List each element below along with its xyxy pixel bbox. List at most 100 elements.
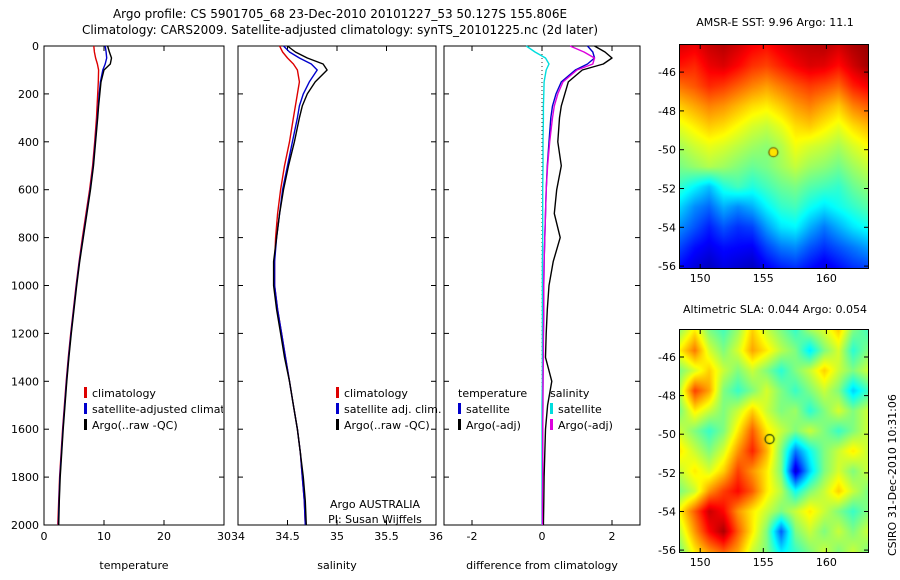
legend-item-argo: Argo(..raw -QC) — [336, 418, 441, 434]
svg-text:1200: 1200 — [11, 327, 39, 340]
sst-map-canvas — [680, 45, 868, 268]
difference_profile-series — [541, 45, 596, 525]
legend-item-satellite-adjusted: satellite-adjusted climatology — [84, 402, 223, 418]
salinity-axis-label: salinity — [317, 559, 357, 572]
climatology-line-swatch — [84, 387, 87, 398]
svg-text:-50: -50 — [658, 428, 676, 441]
temperature_profile-series — [57, 45, 100, 526]
difference_profile-series — [525, 45, 550, 525]
svg-text:-50: -50 — [658, 144, 676, 157]
temperature_profile-series — [57, 45, 108, 526]
svg-text:200: 200 — [18, 88, 39, 101]
svg-text:150: 150 — [690, 556, 711, 569]
svg-text:0: 0 — [41, 530, 48, 543]
svg-text:34.5: 34.5 — [275, 530, 300, 543]
difference_profile-series — [542, 45, 613, 526]
legend-item-temp-argo-adj: Argo(-adj) — [458, 418, 527, 434]
sla-map-title: Altimetric SLA: 0.044 Argo: 0.054 — [682, 303, 867, 316]
satellite-adjusted-line-swatch — [336, 403, 339, 414]
csiro-timestamp: CSIRO 31-Dec-2010 10:31:06 — [886, 394, 899, 556]
argo-line-swatch — [336, 419, 339, 430]
figure-title-line2: Climatology: CARS2009. Satellite-adjuste… — [81, 23, 599, 37]
svg-text:160: 160 — [816, 556, 837, 569]
svg-text:20: 20 — [157, 530, 171, 543]
svg-text:2000: 2000 — [11, 519, 39, 532]
svg-text:36: 36 — [429, 530, 443, 543]
svg-text:0: 0 — [539, 530, 546, 543]
svg-text:10: 10 — [97, 530, 111, 543]
svg-text:35.5: 35.5 — [374, 530, 399, 543]
legend-label: Argo(..raw -QC) — [92, 419, 178, 432]
legend-label: satellite — [558, 403, 602, 416]
svg-text:1400: 1400 — [11, 375, 39, 388]
figure-title-line1: Argo profile: CS 5901705_68 23-Dec-2010 … — [112, 7, 568, 21]
legend-label: satellite adj. clim. — [344, 403, 442, 416]
salinity_profile-series — [272, 45, 328, 526]
legend-label: Argo(-adj) — [466, 419, 521, 432]
svg-text:1800: 1800 — [11, 471, 39, 484]
legend-group-title: temperature — [458, 387, 528, 400]
svg-text:160: 160 — [816, 272, 837, 285]
temperature_profile-series — [58, 45, 113, 526]
legend-label: Argo(-adj) — [558, 419, 613, 432]
argo-line-swatch — [84, 419, 87, 430]
svg-text:-2: -2 — [467, 530, 478, 543]
legend-label: satellite-adjusted climatology — [92, 403, 223, 416]
svg-text:34: 34 — [231, 530, 245, 543]
legend-label: climatology — [92, 387, 156, 400]
svg-text:-46: -46 — [658, 351, 676, 364]
svg-text:-48: -48 — [658, 105, 676, 118]
sla-map-canvas — [680, 330, 868, 552]
sst-map-title: AMSR-E SST: 9.96 Argo: 11.1 — [696, 16, 854, 29]
annotation-line-1: Argo AUSTRALIA — [330, 498, 420, 511]
legend-item-satellite-adjusted: satellite adj. clim. — [336, 402, 441, 418]
legend-label: Argo(..raw -QC) — [344, 419, 430, 432]
difference_profile-panel: -2 0 2 — [443, 45, 641, 543]
svg-text:-56: -56 — [658, 260, 676, 273]
legend-group-title: salinity — [550, 387, 590, 400]
svg-text:800: 800 — [18, 232, 39, 245]
temperature-axis-label: temperature — [99, 559, 169, 572]
difference-axis-label: difference from climatology — [466, 559, 618, 572]
svg-text:155: 155 — [753, 556, 774, 569]
legend-item-sal-argo-adj: Argo(-adj) — [550, 418, 613, 434]
svg-text:-54: -54 — [658, 506, 676, 519]
svg-text:155: 155 — [753, 272, 774, 285]
legend-item-sal-satellite: satellite — [550, 402, 613, 418]
svg-text:-54: -54 — [658, 221, 676, 234]
svg-text:2: 2 — [609, 530, 616, 543]
difference-temperature-legend: temperature satellite Argo(-adj) — [458, 386, 527, 434]
difference_profile-series — [541, 45, 596, 525]
legend-item-temp-satellite: satellite — [458, 402, 527, 418]
svg-text:30: 30 — [217, 530, 231, 543]
svg-text:-52: -52 — [658, 183, 676, 196]
satellite-adjusted-line-swatch — [84, 403, 87, 414]
temperature_profile-panel: 0 10 20 30 0 200 400 600 800 1000 1200 1400 1600 1800… — [11, 40, 231, 543]
svg-text:0: 0 — [32, 40, 39, 53]
legend-item-climatology: climatology — [336, 386, 441, 402]
legend-label: satellite — [466, 403, 510, 416]
svg-text:1600: 1600 — [11, 423, 39, 436]
temperature-legend: climatology satellite-adjusted climatolo… — [84, 386, 223, 434]
salinity-legend: climatology satellite adj. clim. Argo(..… — [336, 386, 441, 434]
salinity_profile-series — [273, 45, 306, 526]
difference-salinity-legend: salinity satellite Argo(-adj) — [550, 386, 613, 434]
temp-satellite-line-swatch — [458, 403, 461, 414]
annotation-line-2: PI: Susan Wijffels — [328, 513, 422, 526]
sal-satellite-line-swatch — [550, 403, 553, 414]
climatology-line-swatch — [336, 387, 339, 398]
temp-argo-adj-line-swatch — [458, 419, 461, 430]
svg-text:-48: -48 — [658, 390, 676, 403]
svg-text:600: 600 — [18, 184, 39, 197]
svg-text:-46: -46 — [658, 66, 676, 79]
pi-annotation: Argo AUSTRALIA PI: Susan Wijffels — [300, 497, 450, 527]
svg-text:1000: 1000 — [11, 280, 39, 293]
svg-text:400: 400 — [18, 136, 39, 149]
svg-text:35: 35 — [330, 530, 344, 543]
sal-argo-adj-line-swatch — [550, 419, 553, 430]
legend-item-argo: Argo(..raw -QC) — [84, 418, 223, 434]
svg-text:150: 150 — [690, 272, 711, 285]
svg-text:-56: -56 — [658, 544, 676, 557]
legend-item-climatology: climatology — [84, 386, 223, 402]
